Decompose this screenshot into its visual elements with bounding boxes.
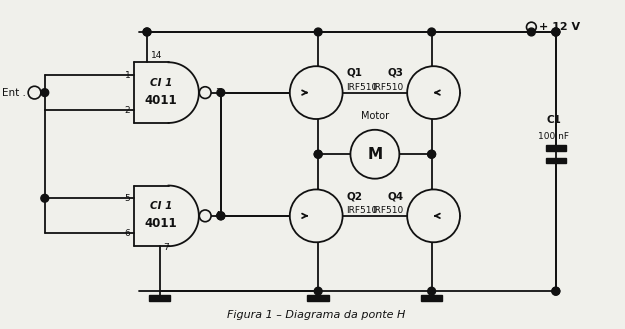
- Text: 2: 2: [125, 106, 131, 115]
- Circle shape: [552, 287, 560, 295]
- Circle shape: [314, 287, 322, 295]
- Circle shape: [428, 28, 436, 36]
- Circle shape: [407, 190, 460, 242]
- Circle shape: [428, 150, 436, 158]
- Circle shape: [552, 28, 560, 36]
- Polygon shape: [546, 145, 566, 151]
- Text: IRF510: IRF510: [346, 206, 378, 215]
- Circle shape: [41, 194, 49, 202]
- Circle shape: [290, 190, 342, 242]
- Circle shape: [552, 287, 560, 295]
- Circle shape: [552, 28, 560, 36]
- Text: Q3: Q3: [388, 68, 403, 78]
- Text: Ent .: Ent .: [2, 88, 26, 98]
- Circle shape: [428, 150, 436, 158]
- Circle shape: [28, 86, 41, 99]
- Text: 6: 6: [124, 229, 131, 238]
- Circle shape: [199, 210, 211, 222]
- Text: CI 1: CI 1: [149, 201, 172, 211]
- Polygon shape: [149, 295, 171, 301]
- Circle shape: [217, 212, 225, 220]
- Circle shape: [314, 150, 322, 158]
- Text: CI 1: CI 1: [149, 78, 172, 88]
- Circle shape: [552, 28, 560, 36]
- Text: 14: 14: [151, 51, 162, 61]
- Text: IRF510: IRF510: [346, 83, 378, 92]
- Circle shape: [407, 66, 460, 119]
- Polygon shape: [546, 158, 566, 163]
- Text: Figura 1 – Diagrama da ponte H: Figura 1 – Diagrama da ponte H: [227, 310, 406, 319]
- Circle shape: [199, 87, 211, 98]
- Text: IRF510: IRF510: [372, 83, 403, 92]
- Text: Motor: Motor: [361, 111, 389, 121]
- Circle shape: [314, 150, 322, 158]
- Circle shape: [428, 287, 436, 295]
- Circle shape: [41, 89, 49, 96]
- Text: C1: C1: [546, 115, 561, 125]
- Circle shape: [351, 130, 399, 179]
- Circle shape: [314, 28, 322, 36]
- Circle shape: [526, 22, 536, 32]
- Text: M: M: [368, 147, 382, 162]
- Text: IRF510: IRF510: [372, 206, 403, 215]
- Circle shape: [217, 89, 225, 96]
- Text: 4011: 4011: [144, 217, 177, 230]
- Text: 5: 5: [124, 194, 131, 203]
- Text: 4: 4: [215, 211, 221, 220]
- Text: Q1: Q1: [346, 68, 362, 78]
- Text: Q4: Q4: [387, 191, 403, 201]
- Polygon shape: [308, 295, 329, 301]
- Text: 1: 1: [124, 70, 131, 80]
- Text: 4011: 4011: [144, 94, 177, 107]
- Circle shape: [143, 28, 151, 36]
- Text: 7: 7: [164, 243, 169, 252]
- Circle shape: [143, 28, 151, 36]
- Text: Q2: Q2: [346, 191, 362, 201]
- Polygon shape: [421, 295, 442, 301]
- Text: 3: 3: [215, 88, 221, 97]
- Text: + 12 V: + 12 V: [539, 22, 581, 32]
- Circle shape: [528, 28, 535, 36]
- Circle shape: [290, 66, 342, 119]
- Text: 100 nF: 100 nF: [538, 132, 569, 140]
- Circle shape: [217, 212, 225, 220]
